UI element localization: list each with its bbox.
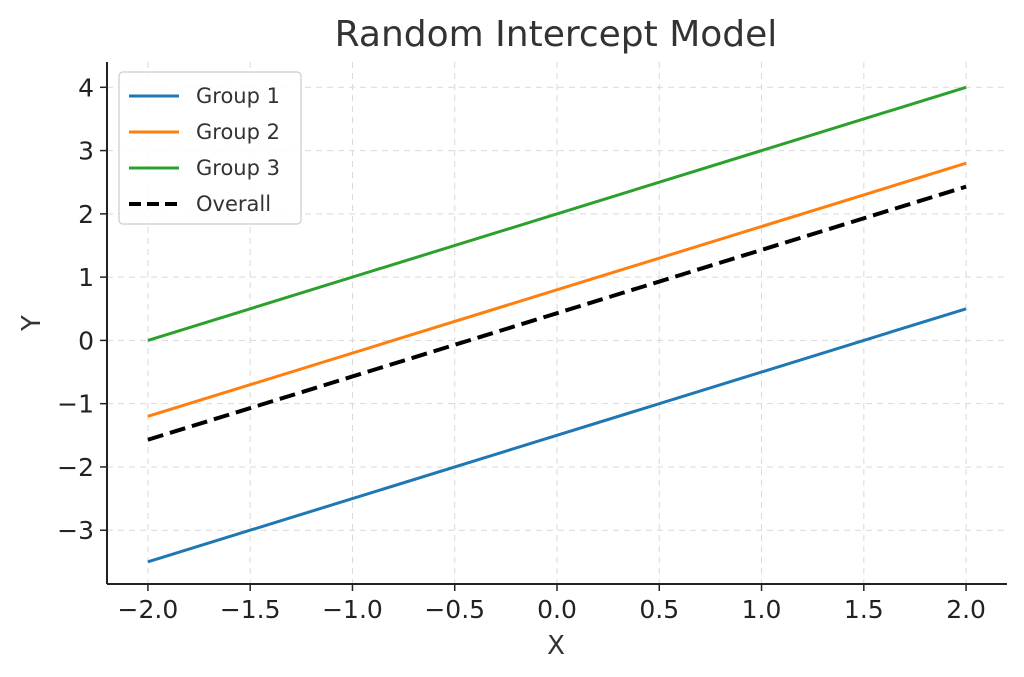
series-lines (147, 85, 967, 564)
legend-label: Group 2 (196, 120, 280, 144)
legend-items: Group 1 Group 2 Group 3 Overall (129, 84, 280, 216)
y-tick-label: 0 (78, 326, 94, 355)
y-tick-label: 2 (78, 200, 94, 229)
y-tick-label: −3 (57, 516, 94, 545)
x-tick-label: 2.0 (946, 595, 986, 624)
legend-frame (118, 71, 302, 225)
legend-label: Group 3 (196, 156, 280, 180)
x-tick-label: −1.5 (220, 595, 281, 624)
series-line-group-1 (147, 307, 967, 564)
x-axis-label: X (547, 631, 565, 661)
y-axis-label: Y (17, 315, 47, 332)
x-tick-label: −2.0 (118, 595, 179, 624)
x-tick-label: 0.0 (537, 595, 577, 624)
legend: Group 1 Group 2 Group 3 Overall (118, 71, 302, 225)
x-tick-label: 0.5 (639, 595, 679, 624)
legend-label: Group 1 (196, 84, 280, 108)
y-tick-label: −1 (57, 390, 94, 419)
chart-title: Random Intercept Model (335, 14, 778, 55)
series-line-group-2 (147, 161, 967, 418)
x-tick-label: 1.5 (844, 595, 884, 624)
x-tick-label: 1.0 (742, 595, 782, 624)
y-axis-ticks: −3 −2 −1 0 1 2 3 4 (57, 73, 107, 545)
series-line-overall (147, 184, 967, 442)
y-tick-label: 3 (78, 137, 94, 166)
legend-label: Overall (196, 192, 271, 216)
series-line-group-3 (147, 85, 967, 342)
y-tick-label: −2 (57, 453, 94, 482)
x-tick-label: −0.5 (424, 595, 485, 624)
y-tick-label: 1 (78, 263, 94, 292)
grid (107, 62, 1007, 584)
x-axis-ticks: −2.0 −1.5 −1.0 −0.5 0.0 0.5 1.0 1.5 2.0 (118, 584, 986, 624)
x-tick-label: −1.0 (322, 595, 383, 624)
y-tick-label: 4 (78, 73, 94, 102)
